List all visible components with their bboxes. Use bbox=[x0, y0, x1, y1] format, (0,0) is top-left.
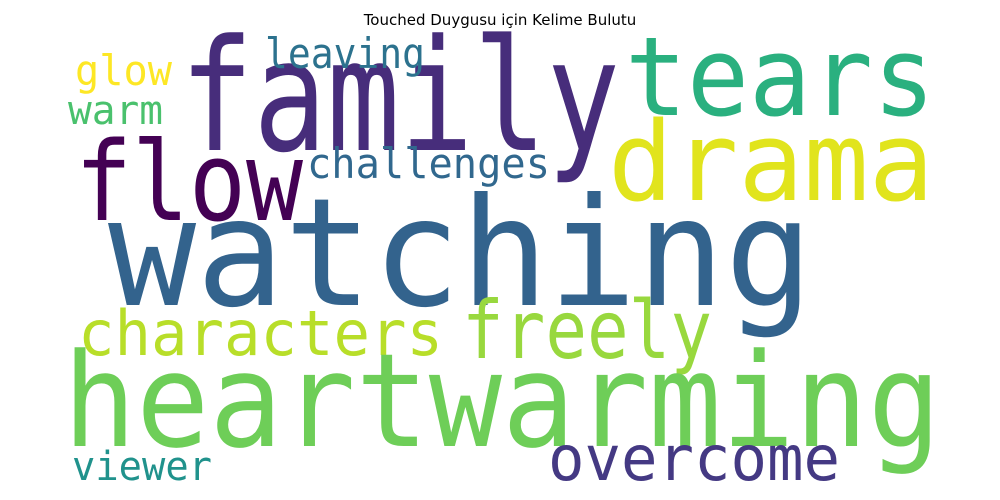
word-tears: tears bbox=[625, 13, 935, 141]
word-family: family bbox=[180, 6, 620, 187]
word-challenges: challenges bbox=[307, 139, 550, 188]
word-leaving: leaving bbox=[265, 29, 425, 78]
word-watching: watching bbox=[108, 167, 813, 341]
word-drama: drama bbox=[608, 98, 934, 226]
word-overcome: overcome bbox=[548, 422, 840, 495]
word-glow: glow bbox=[75, 46, 173, 95]
word-warm: warm bbox=[68, 88, 163, 134]
chart-title: Touched Duygusu için Kelime Bulutu bbox=[363, 11, 637, 29]
word-flow: flow bbox=[75, 118, 304, 246]
word-freely: freely bbox=[462, 284, 712, 377]
word-heartwarming: heartwarming bbox=[63, 325, 941, 477]
word-characters: characters bbox=[78, 297, 443, 370]
word-viewer: viewer bbox=[72, 444, 212, 490]
